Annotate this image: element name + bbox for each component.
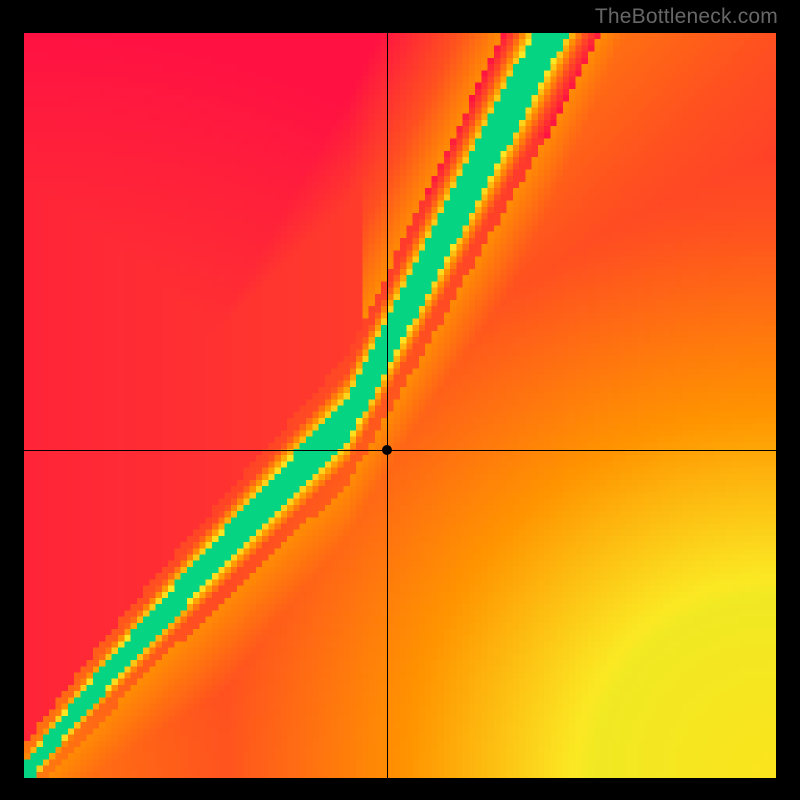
heatmap-canvas bbox=[24, 33, 776, 778]
watermark-label: TheBottleneck.com bbox=[595, 5, 778, 29]
figure-frame: TheBottleneck.com bbox=[0, 0, 800, 800]
crosshair-vertical bbox=[387, 33, 388, 778]
heatmap-plot bbox=[24, 33, 776, 778]
crosshair-horizontal bbox=[24, 450, 776, 451]
